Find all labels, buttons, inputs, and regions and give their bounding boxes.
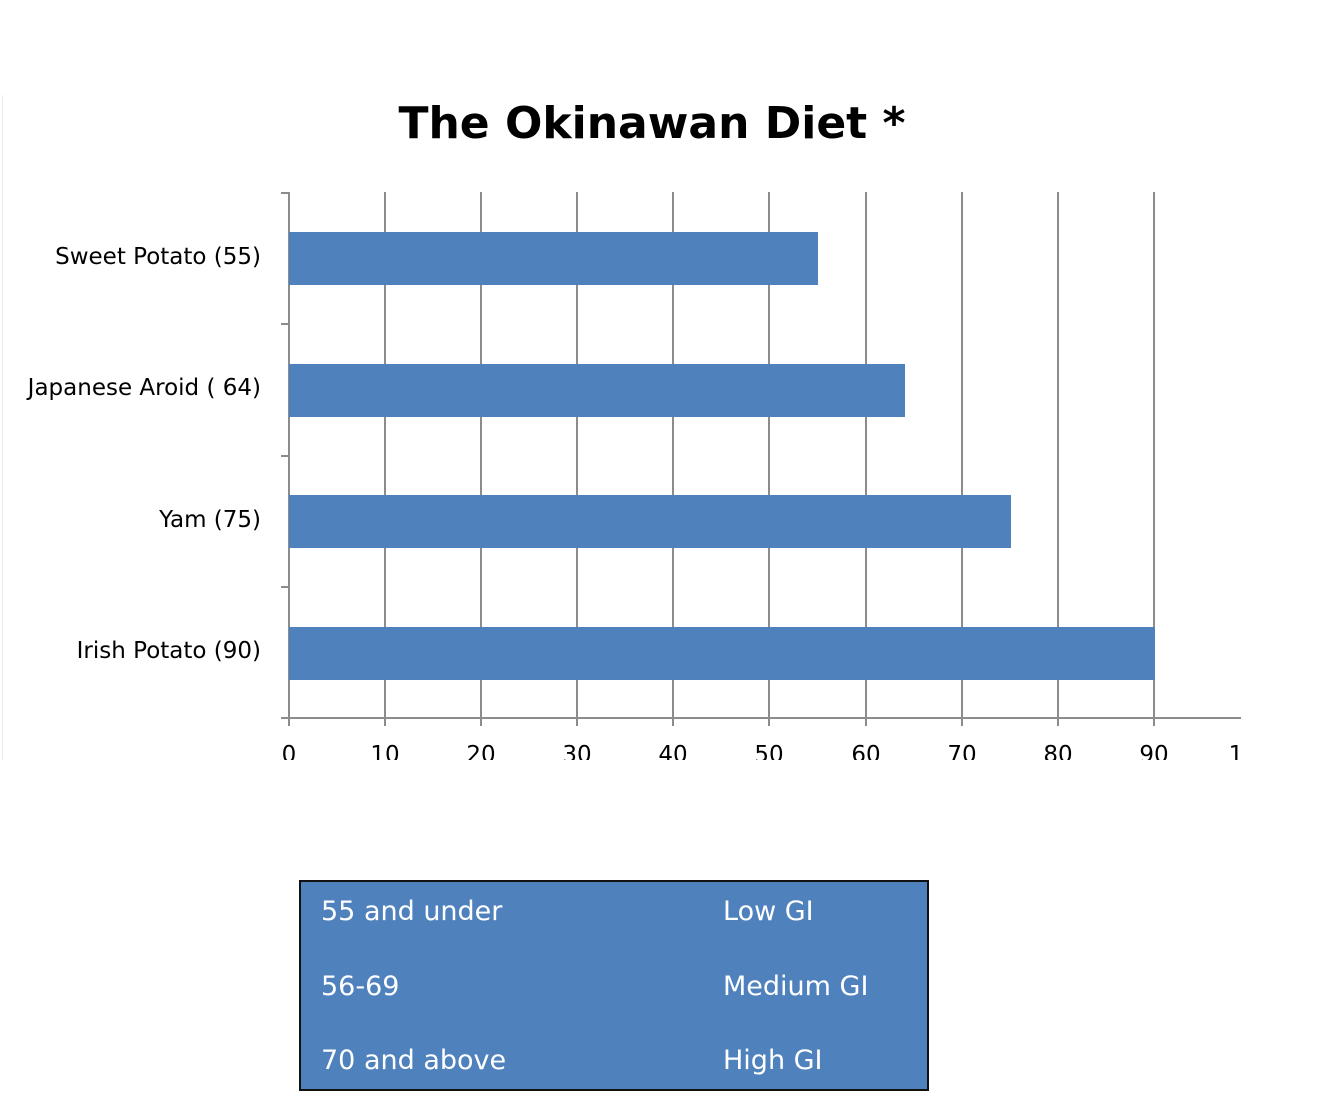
gridline-80 xyxy=(1057,192,1059,718)
x-axis xyxy=(281,717,1241,719)
x-tick xyxy=(672,718,674,726)
y-tick xyxy=(281,455,289,457)
x-tick xyxy=(1153,718,1155,726)
gridline-60 xyxy=(865,192,867,718)
gridline-30 xyxy=(576,192,578,718)
x-tick xyxy=(865,718,867,726)
x-tick-label: 40 xyxy=(658,742,688,760)
gi-range: 56-69 xyxy=(321,971,400,1002)
y-tick xyxy=(281,323,289,325)
gi-legend-row: 56-69 Medium GI xyxy=(321,971,907,1011)
x-tick xyxy=(288,718,290,726)
gridline-40 xyxy=(672,192,674,718)
bar-yam xyxy=(289,495,1011,548)
gi-range: 70 and above xyxy=(321,1045,507,1076)
x-tick xyxy=(1057,718,1059,726)
x-tick-label: 90 xyxy=(1139,742,1169,760)
gi-class: High GI xyxy=(723,1045,823,1076)
gi-class: Low GI xyxy=(723,896,814,927)
y-tick xyxy=(281,586,289,588)
x-tick-label: 10 xyxy=(370,742,400,760)
gi-legend-row: 70 and above High GI xyxy=(321,1045,907,1085)
gi-range: 55 and under xyxy=(321,896,503,927)
gridline-70 xyxy=(961,192,963,718)
x-tick-label: 70 xyxy=(947,742,977,760)
chart-title: The Okinawan Diet * xyxy=(0,98,1326,149)
x-tick-label: 30 xyxy=(562,742,592,760)
x-tick xyxy=(961,718,963,726)
frame-edge xyxy=(2,95,3,760)
y-tick xyxy=(281,192,289,194)
x-tick xyxy=(480,718,482,726)
gi-legend-box: 55 and under Low GI 56-69 Medium GI 70 a… xyxy=(299,880,929,1091)
x-tick-label: 60 xyxy=(851,742,881,760)
x-tick xyxy=(576,718,578,726)
bar-irish-potato xyxy=(289,627,1155,680)
x-tick xyxy=(768,718,770,726)
x-tick-label: 20 xyxy=(466,742,496,760)
x-tick xyxy=(384,718,386,726)
plot-area xyxy=(281,192,1249,726)
x-tick-label: 50 xyxy=(754,742,784,760)
x-tick-label: 80 xyxy=(1043,742,1073,760)
chart-area: The Okinawan Diet * Sweet Potato (55) Ja xyxy=(0,95,1326,760)
gridline-10 xyxy=(384,192,386,718)
gi-legend-row: 55 and under Low GI xyxy=(321,896,907,936)
bar-japanese-aroid xyxy=(289,364,905,417)
x-tick-label: 0 xyxy=(281,742,297,760)
category-label: Yam (75) xyxy=(159,507,261,533)
gridline-50 xyxy=(768,192,770,718)
bar-sweet-potato xyxy=(289,232,818,285)
category-label: Irish Potato (90) xyxy=(76,638,261,664)
category-label: Sweet Potato (55) xyxy=(55,244,261,270)
chart-title-text: The Okinawan Diet * xyxy=(398,98,906,149)
x-tick-label: 1 xyxy=(1228,742,1244,760)
gridline-20 xyxy=(480,192,482,718)
category-label: Japanese Aroid ( 64) xyxy=(27,375,261,401)
y-axis xyxy=(288,192,290,726)
gi-class: Medium GI xyxy=(723,971,869,1002)
gridline-90 xyxy=(1153,192,1155,718)
